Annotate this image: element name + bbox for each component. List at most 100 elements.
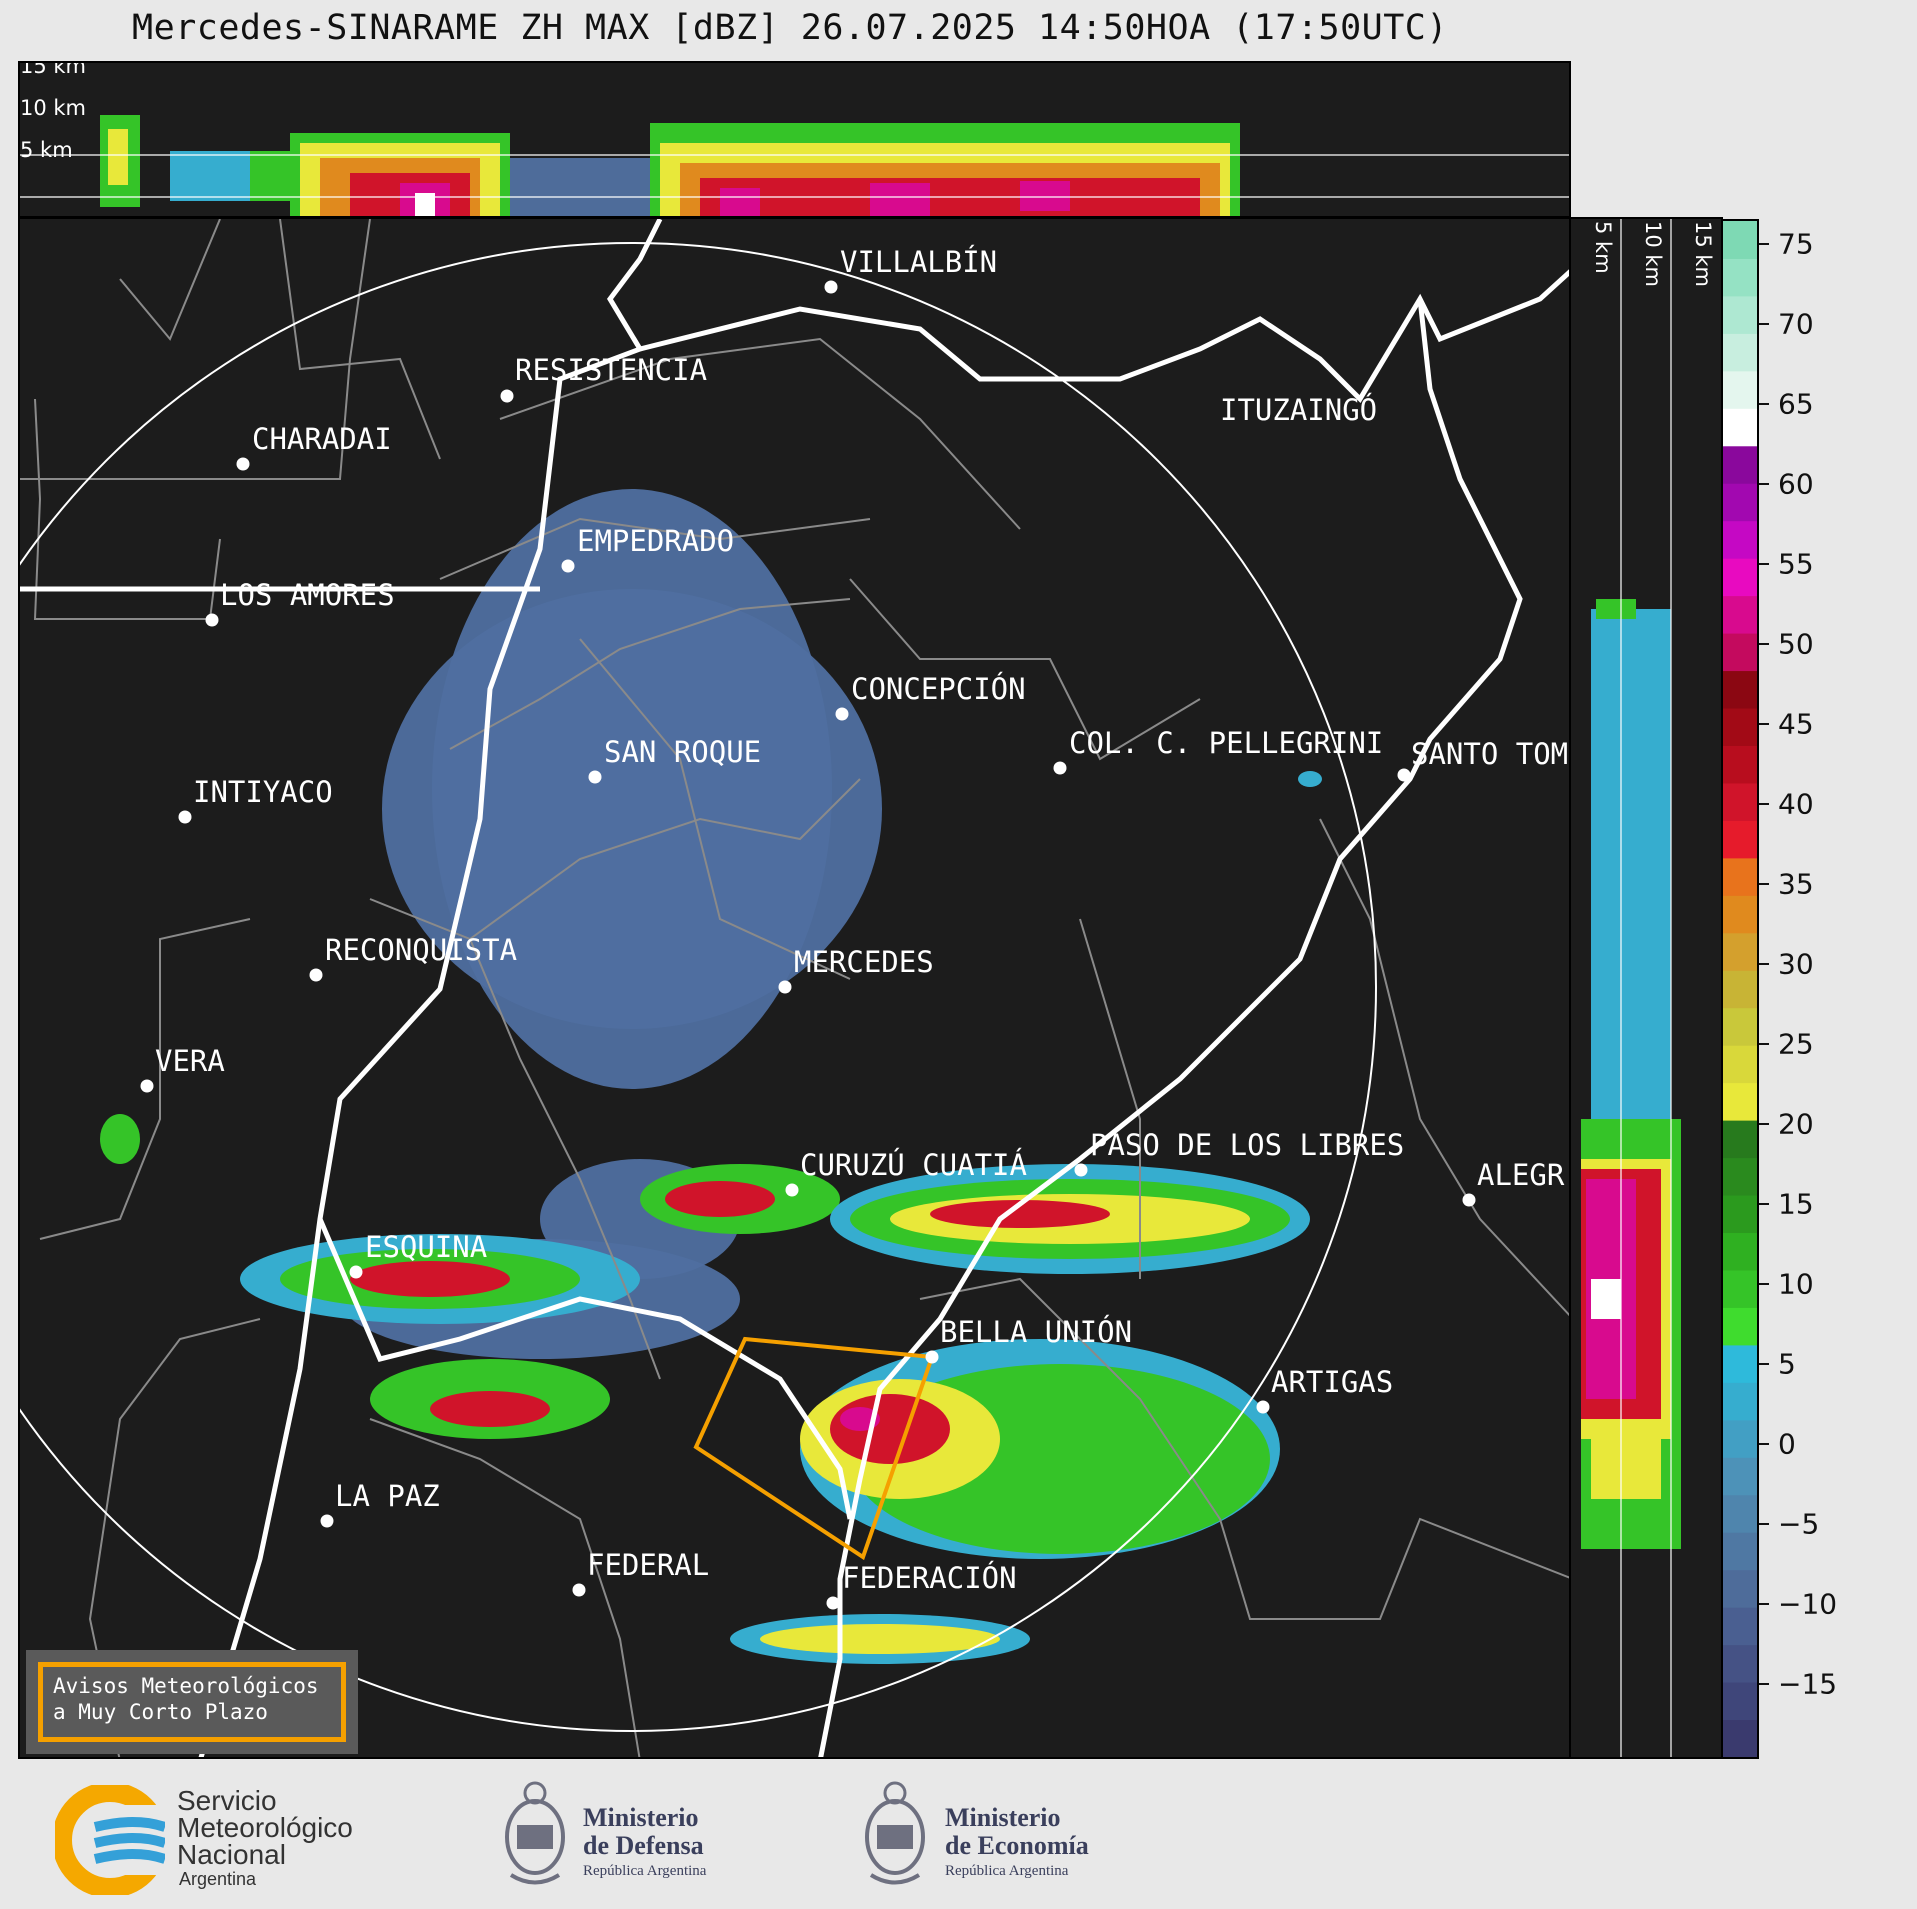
city-los-amores: LOS AMORES — [220, 578, 395, 612]
colorbar-tick-mark — [1759, 963, 1769, 965]
country-borders-rivers — [20, 219, 1569, 1757]
smn-logo: Servicio Meteorológico Nacional Argentin… — [52, 1782, 385, 1898]
city-intiyaco: INTIYACO — [193, 775, 333, 809]
city-dot — [561, 559, 575, 573]
city-curuzu-cuatia: CURUZÚ CUATIÁ — [800, 1148, 1027, 1182]
city-dot — [572, 1583, 586, 1597]
colorbar-tick-mark — [1759, 563, 1769, 565]
colorbar-swatch — [1723, 445, 1757, 484]
city-dot — [205, 613, 219, 627]
colorbar-swatch — [1723, 408, 1757, 447]
city-dot — [178, 810, 192, 824]
colorbar-tick-mark — [1759, 243, 1769, 245]
radar-echo-layer — [100, 489, 1322, 1664]
city-dot — [1256, 1400, 1270, 1414]
colorbar-swatch — [1723, 895, 1757, 934]
colorbar-swatch — [1723, 370, 1757, 409]
city-dot — [349, 1265, 363, 1279]
colorbar-tick-label: 75 — [1778, 227, 1814, 261]
colorbar-swatch — [1723, 258, 1757, 297]
economia-logo: Ministerio de Economía República Argenti… — [855, 1775, 1115, 1895]
colorbar-tick-label: 70 — [1778, 307, 1814, 341]
city-charadai: CHARADAI — [252, 422, 392, 456]
side-label-5km: 5 km — [1591, 221, 1615, 274]
colorbar-swatch — [1723, 670, 1757, 709]
colorbar-tick-label: 35 — [1778, 867, 1814, 901]
colorbar-tick-mark — [1759, 1443, 1769, 1445]
city-dot — [236, 457, 250, 471]
colorbar-swatch — [1723, 857, 1757, 896]
city-empedrado: EMPEDRADO — [577, 524, 735, 558]
colorbar-tick-label: 25 — [1778, 1027, 1814, 1061]
city-villalbin: VILLALBÍN — [840, 245, 998, 279]
colorbar-tick-label: 55 — [1778, 547, 1814, 581]
colorbar-tick-mark — [1759, 1123, 1769, 1125]
colorbar-swatch — [1723, 1195, 1757, 1234]
warning-polygon[interactable] — [693, 1336, 935, 1561]
colorbar-swatch — [1723, 1045, 1757, 1084]
colorbar-swatch — [1723, 782, 1757, 821]
city-dot — [1053, 761, 1067, 775]
city-dot — [785, 1183, 799, 1197]
city-esquina: ESQUINA — [365, 1230, 488, 1264]
colorbar-swatch — [1723, 708, 1757, 746]
colorbar-swatch — [1723, 633, 1757, 672]
economia-text-3: República Argentina — [945, 1863, 1069, 1879]
city-dot — [1397, 768, 1411, 782]
city-reconquista: RECONQUISTA — [325, 933, 518, 967]
top-cross-section-panel: 15 km 10 km 5 km — [18, 61, 1571, 218]
colorbar-swatch — [1723, 1532, 1757, 1571]
colorbar-tick-mark — [1759, 483, 1769, 485]
colorbar-swatch — [1723, 1682, 1757, 1721]
top-label-5km: 5 km — [20, 138, 73, 162]
city-bella-union: BELLA UNIÓN — [940, 1315, 1133, 1349]
city-la-paz: LA PAZ — [335, 1479, 440, 1513]
city-concepcion: CONCEPCIÓN — [851, 672, 1026, 706]
colorbar-swatch — [1723, 745, 1757, 784]
coat-of-arms-icon — [865, 1781, 925, 1885]
colorbar-swatch — [1723, 558, 1757, 597]
smn-text-1: Servicio — [177, 1785, 277, 1816]
colorbar-tick-label: 10 — [1778, 1267, 1814, 1301]
colorbar-swatch — [1723, 1644, 1757, 1683]
colorbar-tick-mark — [1759, 323, 1769, 325]
defensa-text-3: República Argentina — [583, 1863, 707, 1879]
aviso-legend-frame: Avisos Meteorológicos a Muy Corto Plazo — [38, 1662, 346, 1742]
colorbar-swatch — [1723, 1007, 1757, 1046]
defensa-logo: Ministerio de Defensa República Argentin… — [495, 1775, 755, 1895]
colorbar-swatch — [1723, 1719, 1757, 1757]
colorbar-tick-label: −5 — [1778, 1507, 1820, 1541]
colorbar-tick-label: 45 — [1778, 707, 1814, 741]
colorbar-tick-label: 60 — [1778, 467, 1814, 501]
colorbar-swatch — [1723, 1082, 1757, 1121]
city-dot — [1074, 1163, 1088, 1177]
colorbar-tick-label: −10 — [1778, 1587, 1838, 1621]
colorbar-tick-label: −15 — [1778, 1667, 1838, 1701]
city-federacion: FEDERACIÓN — [842, 1561, 1017, 1595]
colorbar-tick-mark — [1759, 1043, 1769, 1045]
colorbar-swatch — [1723, 1569, 1757, 1608]
economia-text-1: Ministerio — [945, 1803, 1061, 1832]
colorbar-tick-mark — [1759, 403, 1769, 405]
city-dot — [140, 1079, 154, 1093]
side-cross-section-echoes — [1581, 219, 1681, 1757]
city-dot — [826, 1596, 840, 1610]
colorbar-swatch — [1723, 1157, 1757, 1196]
side-label-10km: 10 km — [1641, 221, 1665, 288]
city-mercedes: MERCEDES — [794, 945, 934, 979]
radar-range-ring — [20, 242, 1377, 1732]
city-dot — [925, 1350, 939, 1364]
colorbar-swatch — [1723, 1232, 1757, 1271]
colorbar-swatch — [1723, 333, 1757, 372]
colorbar-tick-mark — [1759, 723, 1769, 725]
colorbar-swatches — [1723, 221, 1757, 1757]
defensa-text-1: Ministerio — [583, 1803, 699, 1832]
radar-map-panel: VILLALBÍN RESISTENCIA CHARADAI ITUZAINGÓ… — [18, 217, 1571, 1759]
city-dot — [778, 980, 792, 994]
colorbar-swatch — [1723, 295, 1757, 334]
defensa-text-2: de Defensa — [583, 1831, 704, 1860]
city-san-roque: SAN ROQUE — [604, 735, 762, 769]
top-cross-section-echoes — [20, 115, 1569, 216]
colorbar-swatch — [1723, 520, 1757, 559]
city-ituzaingo: ITUZAINGÓ — [1220, 393, 1378, 427]
